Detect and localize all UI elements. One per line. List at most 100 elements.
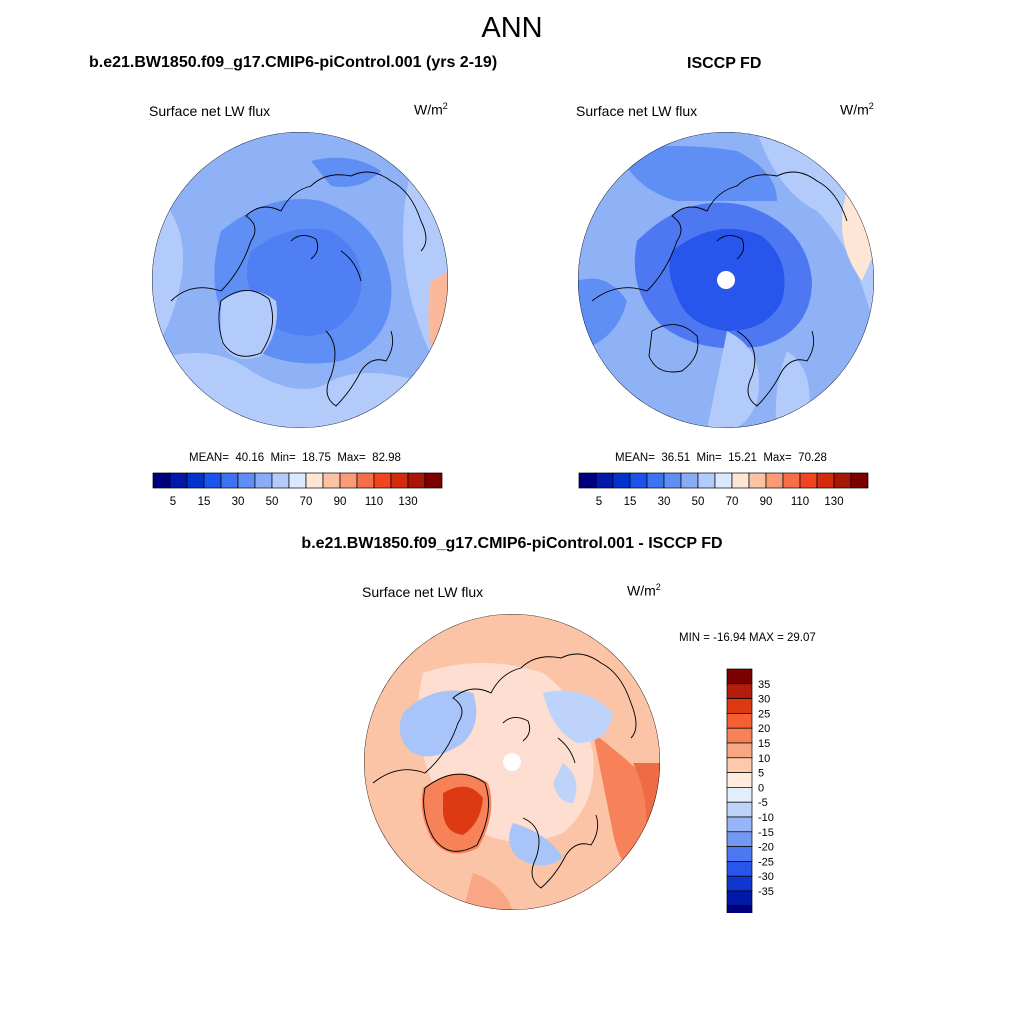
panel-2-pole-missing-data: [717, 271, 735, 289]
panel-2-colorbar: 5 15 30 50 70 90 110 130: [578, 472, 869, 508]
panel-1-greenland-field: [221, 291, 277, 359]
panel-3-canada-cold: [399, 690, 477, 757]
panel-3-polar-map: [364, 614, 660, 910]
panel-2-colorbar-box: [850, 472, 869, 489]
panel-1-colorbar-box: [254, 472, 273, 489]
panel-2-colorbar-box: [765, 472, 784, 489]
panel-2-polar-map: [578, 132, 874, 428]
panel-1-variable-label: Surface net LW flux: [149, 103, 271, 119]
panel-2-colorbar-tick-label: 15: [624, 496, 637, 508]
panel-1-polar-map: [152, 132, 448, 428]
panel-2-colorbar-box: [833, 472, 852, 489]
panel-2-colorbar-box: [799, 472, 818, 489]
panel-1-colorbar-tick-label: 110: [365, 496, 383, 508]
panel-2-min: 15.21: [728, 452, 757, 464]
panel-1-colorbar-box: [271, 472, 290, 489]
panel-3-colorbar-box: [726, 831, 753, 847]
panel-1-colorbar-tick-label: 90: [334, 496, 347, 508]
panel-3-colorbar: 35 30 25 20 15 10 5 0 -5 -10 -15 -20 -25 -30 -35: [726, 668, 774, 913]
panel-3-colorbar-tick-label: 15: [758, 738, 770, 750]
panel-1-colorbar-tick-label: 30: [232, 496, 245, 508]
panel-3-colorbar-tick-label: -35: [758, 886, 774, 898]
figure-title: ANN: [481, 12, 543, 44]
panel-2-colorbar-box: [731, 472, 750, 489]
panel-1-colorbar-box: [237, 472, 256, 489]
panel-1-colorbar-box: [356, 472, 375, 489]
panel-3-pole-missing-data: [503, 753, 521, 771]
panel-3-colorbar-box: [726, 861, 753, 877]
panel-3-colorbar-box: [726, 890, 753, 907]
panel-3-greenland-strong-warm: [443, 786, 483, 835]
panel-2-colorbar-box: [697, 472, 716, 489]
panel-2-colorbar-tick-label: 130: [824, 496, 843, 508]
panel-1-coastlines: [170, 171, 427, 407]
panel-2-colorbar-tick-label: 70: [726, 496, 739, 508]
panel-2-colorbar-box: [629, 472, 648, 489]
panel-2-colorbar-tick-label: 30: [658, 496, 671, 508]
panel-1-colorbar-box: [186, 472, 205, 489]
panel-3-colorbar-tick-label: 5: [758, 768, 764, 780]
panel-2-colorbar-box: [663, 472, 682, 489]
panel-3-colorbar-tick-label: 20: [758, 723, 770, 735]
panel-3-colorbar-box: [726, 713, 753, 729]
panel-2-variable-label: Surface net LW flux: [576, 103, 698, 119]
panel-1-colorbar-box: [220, 472, 239, 489]
panel-3-colorbar-box: [726, 668, 753, 685]
panel-2-colorbar-box: [748, 472, 767, 489]
panel-3-colorbar-tick-label: 30: [758, 694, 770, 706]
panel-2-colorbar-box: [816, 472, 835, 489]
panel-1-min: 18.75: [302, 452, 331, 464]
panel-3-colorbar-tick-label: 0: [758, 782, 764, 794]
panel-3-atlantic-warm: [463, 873, 513, 910]
panel-2-north-cold: [617, 146, 777, 201]
panel-3-colorbar-tick-label: -25: [758, 856, 774, 868]
panel-2-colorbar-tick-label: 110: [791, 496, 809, 508]
panel-2-coastlines: [591, 171, 848, 407]
panel-3-colorbar-tick-label: -10: [758, 812, 774, 824]
panel-3-colorbar-tick-label: 35: [758, 679, 770, 691]
panel-3-colorbar-box: [726, 875, 753, 892]
panel-3-colorbar-box: [726, 816, 753, 833]
panel-2-colorbar-box: [646, 472, 665, 489]
panel-3-units: W/m2: [627, 582, 661, 599]
panel-3-europe-cold: [509, 823, 563, 866]
panel-2-colorbar-box: [714, 472, 733, 489]
panel-3-barents-cold: [553, 763, 577, 803]
panel-3-colorbar-box: [726, 698, 753, 714]
panel-1-title: b.e21.BW1850.f09_g17.CMIP6-piControl.001…: [89, 54, 498, 71]
panel-2-stats: MEAN= 36.51 Min= 15.21 Max= 70.28: [615, 452, 827, 464]
panel-2-colorbar-tick-label: 90: [760, 496, 773, 508]
panel-3-colorbar-tick-label: 10: [758, 753, 770, 765]
panel-2-colorbar-box: [680, 472, 699, 489]
panel-3-colorbar-box: [726, 772, 753, 788]
panel-1-units: W/m2: [414, 101, 448, 118]
panel-1-colorbar-tick-label: 5: [170, 496, 176, 508]
panel-3-siberia-cold: [543, 690, 613, 743]
panel-3-colorbar-box: [726, 727, 753, 744]
panel-1-colorbar-box: [339, 472, 358, 489]
panel-3-colorbar-tick-label: -30: [758, 871, 774, 883]
panel-1-colorbar-tick-label: 130: [398, 496, 417, 508]
panel-3-colorbar-tick-label: 25: [758, 708, 770, 720]
panel-2-mean: 36.51: [661, 452, 691, 464]
panel-3-title: b.e21.BW1850.f09_g17.CMIP6-piControl.001…: [301, 535, 723, 552]
panel-3-colorbar-box: [726, 787, 753, 803]
panel-3-colorbar-tick-label: -15: [758, 827, 774, 839]
panel-1-colorbar-box: [390, 472, 409, 489]
panel-3-colorbar-box: [726, 801, 753, 818]
panel-3-colorbar-tick-label: -5: [758, 797, 768, 809]
panel-1-colorbar-box: [169, 472, 188, 489]
panel-2-max: 70.28: [798, 452, 827, 464]
panel-1-colorbar-tick-label: 70: [300, 496, 313, 508]
panel-1-colorbar-box: [288, 472, 307, 489]
panel-3-colorbar-box: [726, 742, 753, 759]
panel-1-max: 82.98: [372, 452, 401, 464]
panel-2-colorbar-tick-label: 50: [692, 496, 705, 508]
panel-1-stats: MEAN= 40.16 Min= 18.75 Max= 82.98: [189, 452, 401, 464]
panel-3-colorbar-box: [726, 757, 753, 773]
panel-1-colorbar-tick-label: 50: [266, 496, 279, 508]
panel-3-coastlines: [372, 653, 637, 889]
panel-1-colorbar-box: [322, 472, 341, 489]
panel-2-colorbar-box: [612, 472, 631, 489]
panel-2-units: W/m2: [840, 101, 874, 118]
